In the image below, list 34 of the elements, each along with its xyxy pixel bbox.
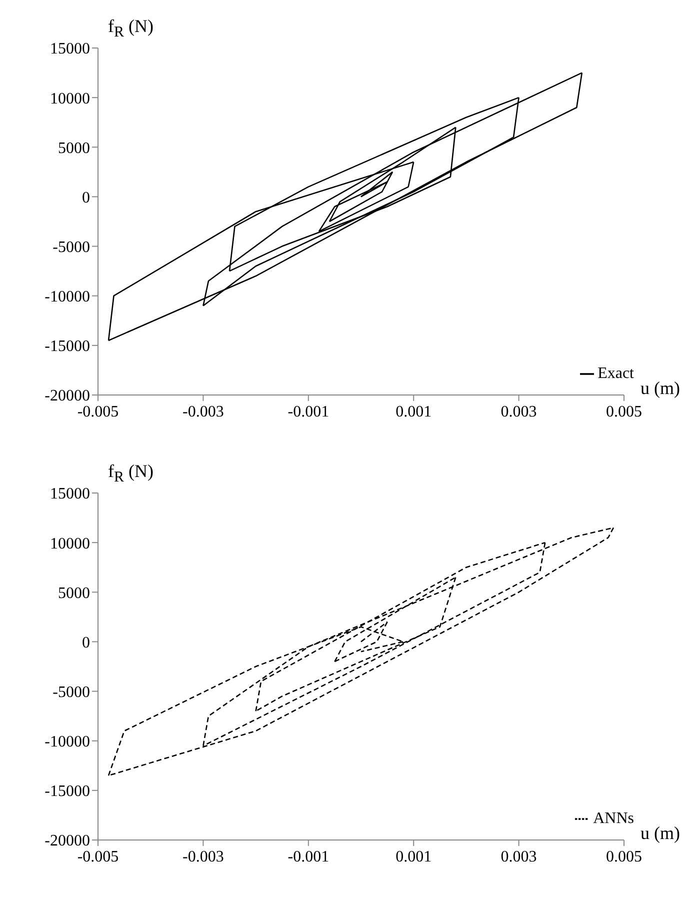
x-tick-label: 0.003	[500, 848, 537, 866]
y-axis-title: f$_{R}$ (N)	[108, 16, 154, 42]
x-tick-label: -0.001	[288, 403, 330, 420]
x-tick-label: 0.005	[606, 848, 642, 866]
x-tick-label: -0.005	[77, 403, 119, 420]
y-tick-label: 0	[82, 189, 90, 206]
x-axis-title: u (m)	[640, 378, 680, 399]
y-tick-label: -15000	[44, 783, 90, 800]
y-tick-label: -5000	[52, 684, 90, 701]
y-tick-label: -10000	[44, 288, 90, 306]
x-tick-label: 0.005	[606, 403, 642, 420]
x-tick-label: -0.005	[77, 848, 119, 866]
y-tick-label: -5000	[52, 238, 90, 256]
y-axis-title: f$_{R}$ (N)	[108, 461, 154, 487]
legend-label: ANNs	[593, 810, 634, 827]
x-tick-label: 0.001	[396, 848, 432, 866]
legend-label: Exact	[598, 365, 634, 382]
y-tick-label: -15000	[44, 338, 90, 356]
y-tick-label: 5000	[58, 140, 90, 157]
x-tick-label: 0.001	[396, 403, 432, 420]
y-tick-label: -20000	[44, 388, 90, 405]
x-tick-label: -0.001	[288, 848, 330, 866]
y-tick-label: 10000	[50, 535, 90, 552]
y-tick-label: -10000	[44, 734, 90, 751]
y-tick-label: 5000	[58, 584, 90, 602]
x-tick-label: -0.003	[182, 848, 224, 866]
y-tick-label: -20000	[44, 832, 90, 850]
y-tick-label: 15000	[50, 40, 90, 58]
y-tick-label: 10000	[50, 90, 90, 108]
x-tick-label: -0.003	[182, 403, 224, 420]
x-axis-title: u (m)	[640, 823, 680, 844]
y-tick-label: 15000	[50, 486, 90, 503]
y-tick-label: 0	[82, 634, 90, 652]
x-tick-label: 0.003	[500, 403, 537, 420]
